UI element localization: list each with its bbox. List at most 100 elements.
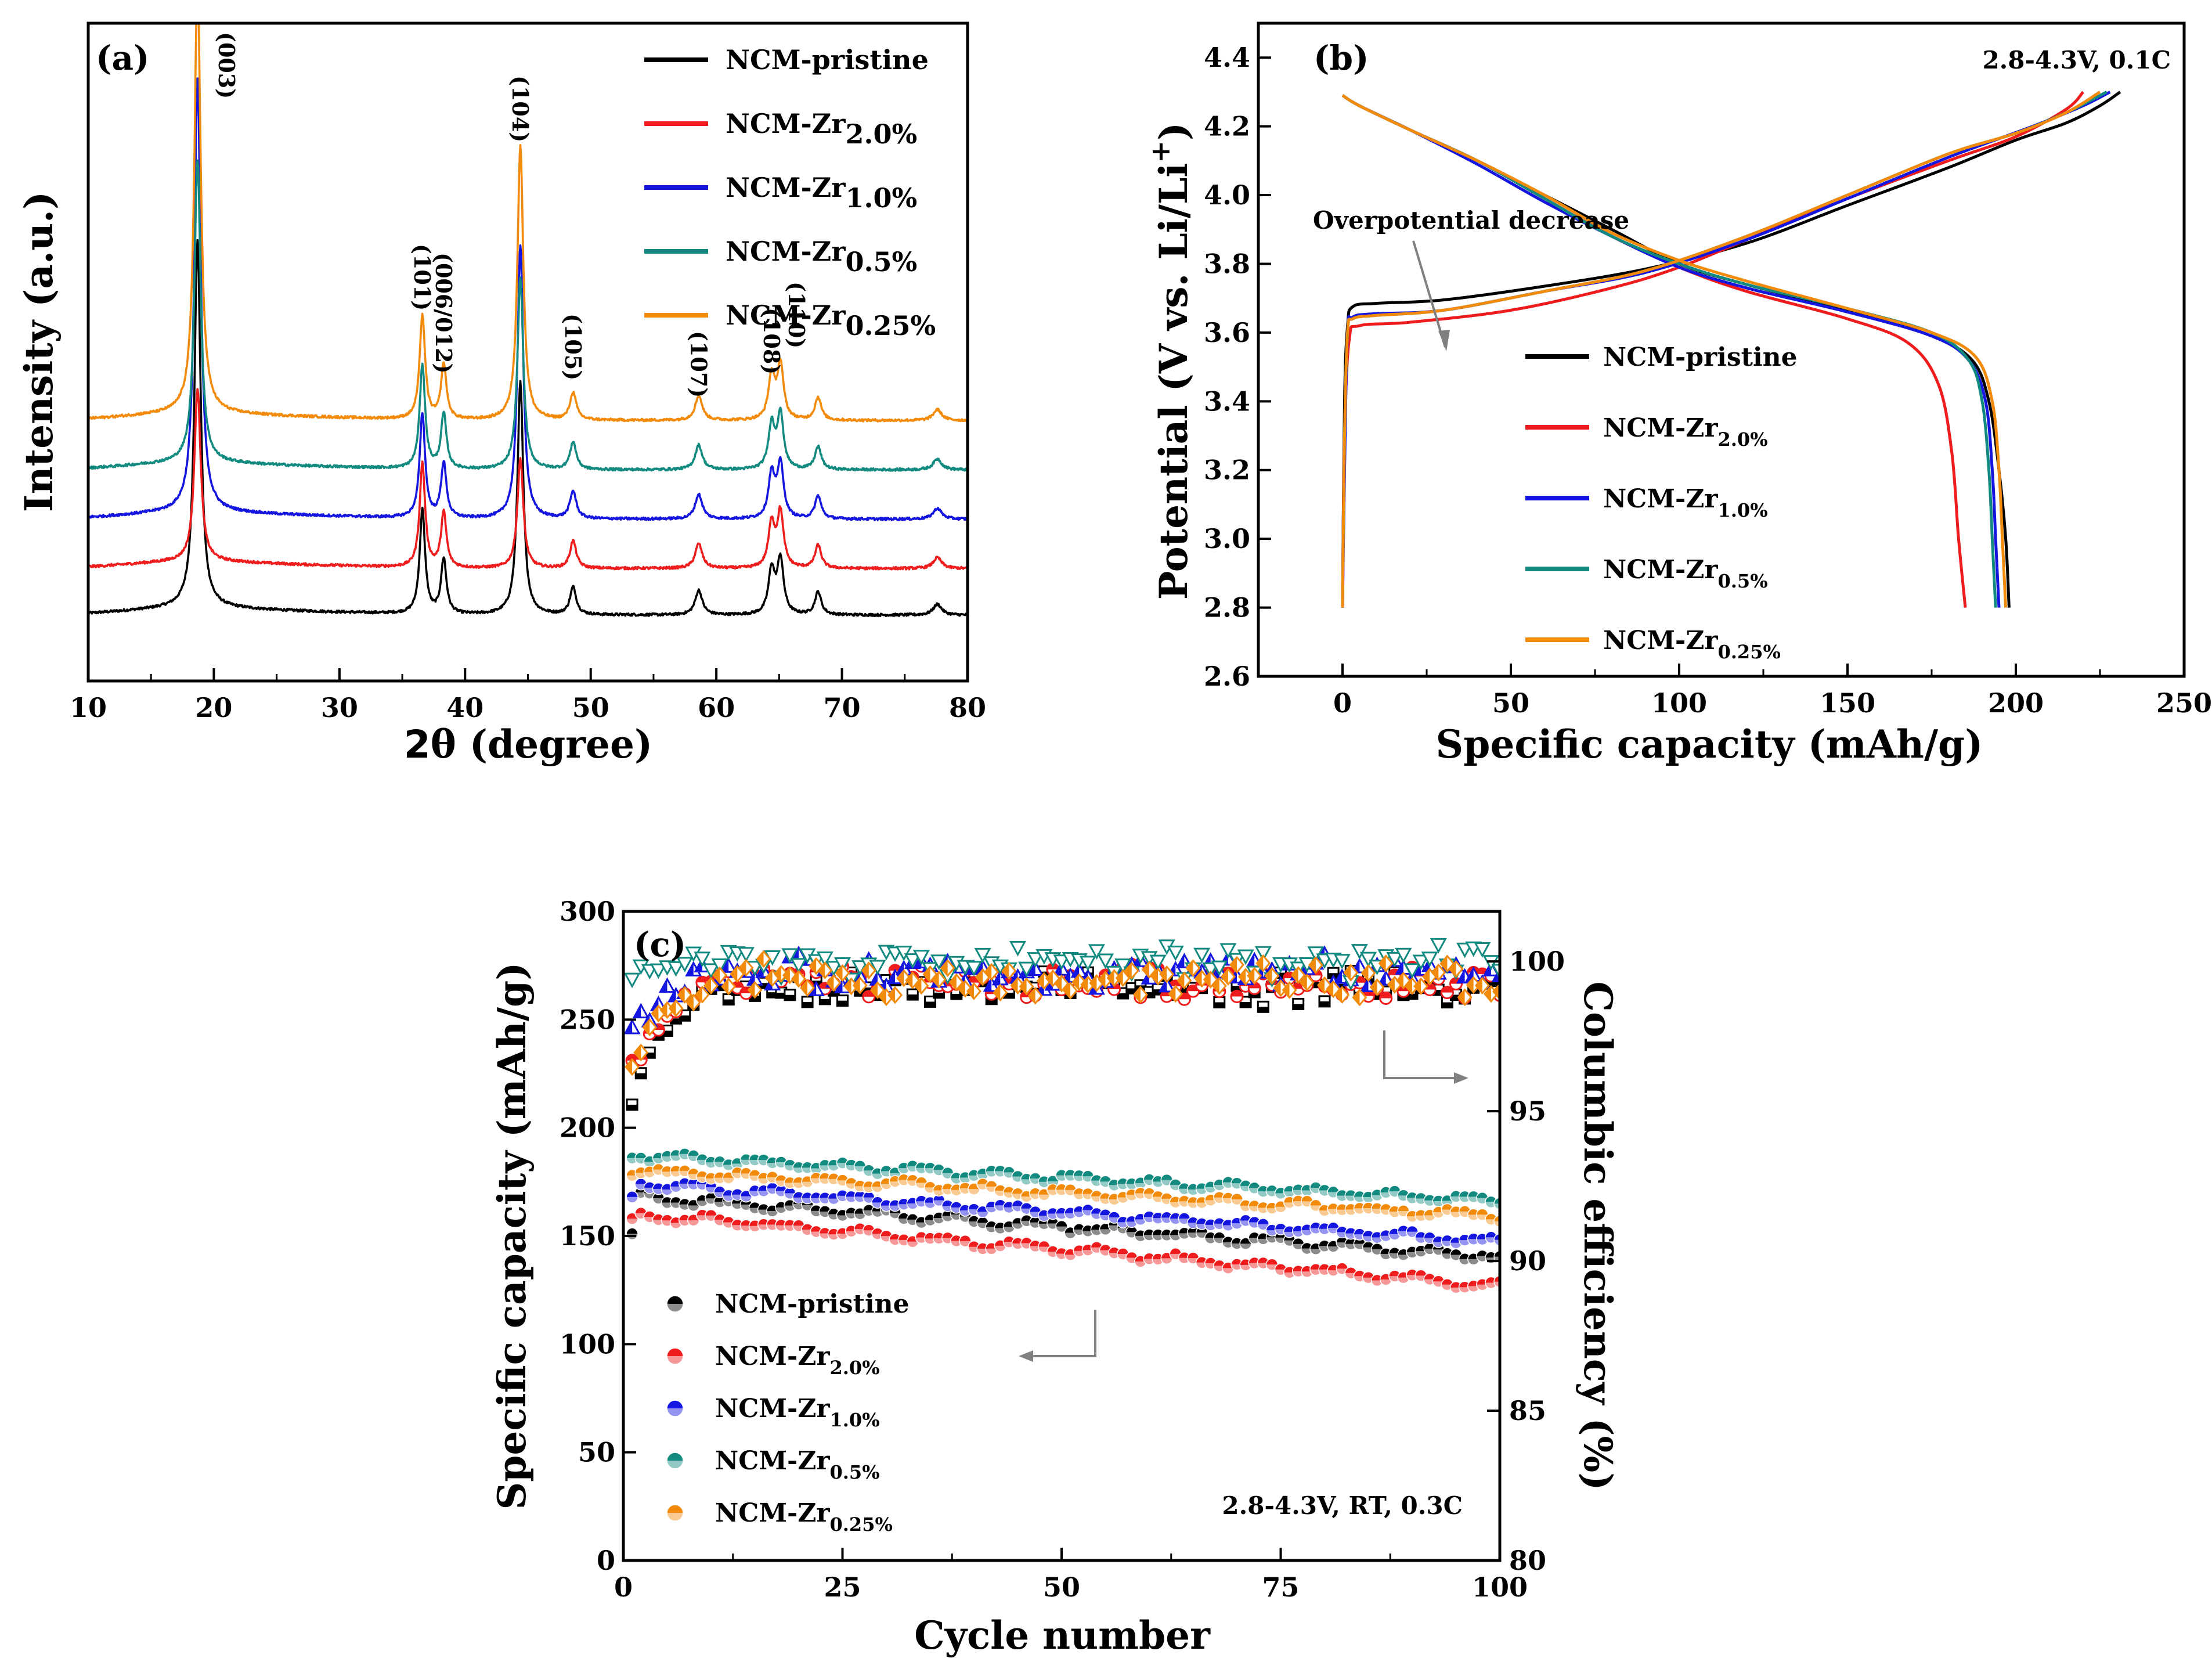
- panel-c-capacity-point-half: [968, 1175, 980, 1181]
- panel-c-efficiency-point: [711, 958, 728, 974]
- panel-b-ytick-label: 4.4: [1204, 42, 1250, 73]
- panel-c-efficiency-point-half: [627, 1104, 638, 1110]
- panel-c-capacity-point-half: [898, 1204, 910, 1210]
- panel-c-efficiency-point-half: [1372, 993, 1383, 999]
- panel-c-efficiency-point-half: [652, 1005, 659, 1021]
- panel-c-efficiency-point-half: [1388, 977, 1395, 993]
- panel-b-xtick-label: 200: [1988, 687, 2044, 719]
- panel-a-legend-subscript: 2.0%: [845, 118, 917, 150]
- panel-c-efficiency-point-half: [932, 972, 939, 987]
- panel-c-efficiency-point-half: [1107, 970, 1114, 986]
- panel-c-capacity-point-half: [1213, 1184, 1225, 1191]
- panel-c-capacity-point-half: [810, 1168, 822, 1174]
- panel-c-capacity-point-half: [933, 1218, 945, 1224]
- panel-b: (b) 2.8-4.3V, 0.1C Overpotential decreas…: [1145, 21, 2212, 767]
- panel-c-capacity-point-half: [1161, 1258, 1173, 1264]
- panel-c-capacity-point-half: [1345, 1209, 1357, 1216]
- panel-c-capacity-point-half: [1003, 1207, 1015, 1213]
- panel-c-capacity-point-half: [670, 1186, 682, 1192]
- panel-b-note: Overpotential decrease: [1313, 206, 1629, 235]
- panel-c-capacity-point-half: [1134, 1219, 1146, 1226]
- panel-b-legend-name: NCM-Zr: [1603, 555, 1718, 585]
- panel-c-capacity-point-half: [687, 1220, 699, 1226]
- panel-c-capacity-point-half: [1204, 1187, 1217, 1193]
- panel-c-capacity-point-half: [889, 1205, 901, 1212]
- panel-c-capacity-point-half: [1204, 1224, 1217, 1231]
- panel-b-ylabel-sup: +: [1145, 140, 1176, 163]
- panel-c-capacity-point-half: [1415, 1251, 1427, 1257]
- panel-c-capacity-point-half: [1020, 1196, 1033, 1202]
- panel-c-efficiency-point-half: [1450, 994, 1462, 1000]
- panel-c-efficiency-point-half: [774, 966, 781, 982]
- panel-c-capacity-point-half: [1388, 1212, 1401, 1218]
- panel-b-yticks: 2.6 2.8 3.0 3.2 3.4 3.6 3.8 4.0 4.2 4.4: [1204, 42, 1271, 692]
- panel-c-efficiency-point-half: [1432, 965, 1439, 981]
- panel-c-capacity-point-half: [1064, 1255, 1077, 1261]
- panel-c-capacity-point-half: [1319, 1210, 1330, 1217]
- panel-c-efficiency-point-half: [1029, 988, 1035, 1004]
- panel-a-xlabel-rest: θ (degree): [431, 722, 653, 767]
- panel-c-capacity-point-half: [1459, 1287, 1471, 1293]
- panel-c-efficiency-point: [1421, 951, 1438, 967]
- panel-c-legend-label: NCM-Zr2.0%: [715, 1342, 880, 1379]
- panel-a-peak-label: (105): [560, 313, 586, 380]
- panel-c-legend-marker-half: [667, 1513, 683, 1521]
- panel-c-efficiency-point-half: [863, 990, 875, 997]
- panel-c-efficiency-point: [1149, 954, 1167, 971]
- panel-c-efficiency-point: [1009, 940, 1027, 957]
- panel-c-efficiency-point-half: [1335, 970, 1343, 983]
- panel-c-efficiency-point: [1211, 960, 1228, 976]
- panel-c-efficiency-point-half: [626, 1059, 633, 1075]
- panel-c-efficiency-point-half: [889, 987, 896, 1003]
- panel-c-efficiency-point: [1079, 956, 1096, 972]
- panel-a-peak-label: (101): [409, 244, 435, 311]
- panel-c-efficiency-point-half: [1081, 976, 1088, 992]
- panel-c-capacity-point-half: [898, 1168, 910, 1174]
- panel-c-legend-subscript: 0.25%: [830, 1513, 893, 1536]
- panel-c-efficiency-point-half: [1221, 969, 1228, 985]
- panel-c-capacity-point-half: [871, 1187, 883, 1193]
- panel-a-legend-label: NCM-Zr0.25%: [726, 300, 936, 341]
- panel-c-legend-name: NCM-pristine: [715, 1289, 910, 1319]
- panel-c-efficiency-point-half: [950, 974, 957, 990]
- panel-c-legend-subscript: 1.0%: [830, 1409, 880, 1431]
- panel-c-capacity-point-half: [994, 1228, 1006, 1234]
- panel-c-efficiency-point-half: [986, 999, 997, 1004]
- panel-c-capacity-point-half: [1204, 1200, 1217, 1206]
- panel-c-efficiency-point-half: [1240, 1001, 1251, 1007]
- panel-c-capacity-point-half: [1099, 1229, 1112, 1235]
- panel-c-efficiency-point-half: [1336, 987, 1343, 1003]
- panel-a-xtick-label: 50: [572, 692, 609, 723]
- panel-b-legend-name: NCM-Zr: [1603, 413, 1718, 443]
- panel-c-efficiency-point-half: [862, 963, 869, 978]
- panel-c-capacity-point-half: [845, 1231, 857, 1237]
- panel-c-efficiency-point-half: [845, 978, 851, 994]
- panel-c-capacity-point-half: [1073, 1212, 1085, 1218]
- panel-a-legend: NCM-pristineNCM-Zr2.0%NCM-Zr1.0%NCM-Zr0.…: [644, 44, 936, 341]
- panel-c-efficiency-point-half: [888, 970, 896, 983]
- panel-c-efficiency-point: [904, 953, 921, 969]
- panel-c-efficiency-point-half: [820, 999, 831, 1004]
- panel-b-xtick-label: 250: [2156, 687, 2212, 719]
- panel-c-capacity-point-half: [802, 1181, 814, 1188]
- panel-c-efficiency-point: [974, 947, 991, 964]
- panel-c-efficiency-point-half: [1257, 956, 1264, 971]
- panel-c-efficiency-point-half: [925, 1001, 936, 1007]
- panel-c-capacity-point-half: [1327, 1270, 1340, 1277]
- panel-c-capacity-point-half: [1283, 1272, 1296, 1278]
- panel-c-capacity-point-half: [1196, 1188, 1208, 1195]
- panel-c-capacity-point-half: [652, 1158, 665, 1164]
- panel-c-efficiency-point-half: [1134, 987, 1141, 1003]
- panel-c-capacity-point-half: [1134, 1235, 1146, 1242]
- panel-a-legend-name: NCM-Zr: [726, 300, 846, 331]
- panel-c-efficiency-point-half: [1379, 972, 1386, 985]
- panel-c-efficiency-point-half: [723, 999, 734, 1005]
- panel-c-capacity-point-half: [644, 1162, 656, 1168]
- panel-a-peak-label: (110): [784, 282, 810, 348]
- panel-c-efficiency-point-half: [1441, 956, 1448, 971]
- panel-c-xtick-label: 25: [824, 1572, 861, 1603]
- panel-b-ytick-label: 3.0: [1204, 523, 1250, 554]
- panel-c-efficiency-point-half: [923, 967, 930, 982]
- panel-c-capacity-point-half: [1283, 1202, 1296, 1209]
- panel-c-capacity-point-half: [670, 1223, 682, 1229]
